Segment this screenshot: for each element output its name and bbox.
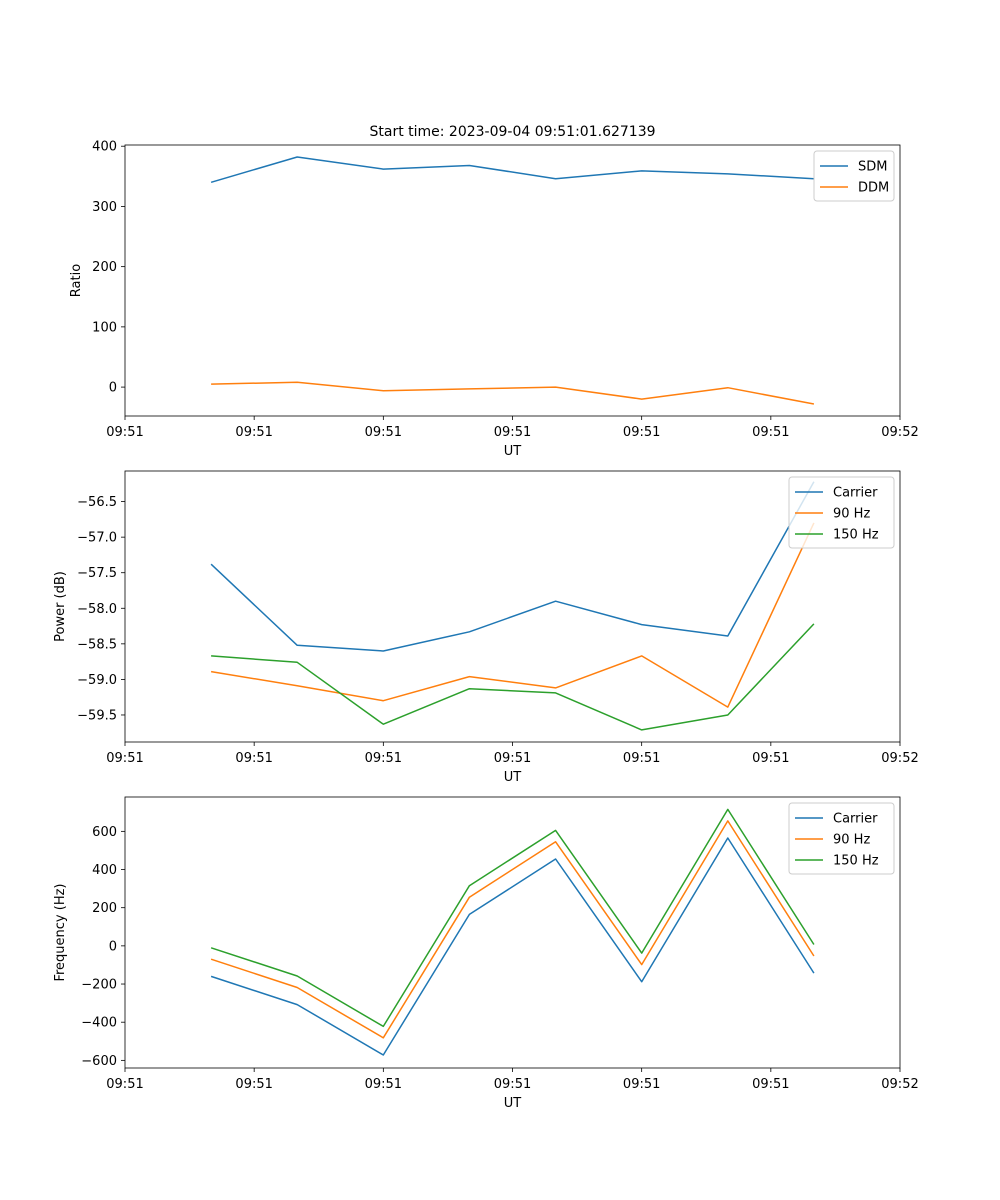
legend-label: 90 Hz (833, 833, 870, 848)
y-tick-label: 300 (92, 200, 117, 215)
series-line-150-hz (210, 808, 815, 1028)
panel-2: 09:51 09:51 09:51 09:51 09:51 09:51 09:52 −59.5… (53, 470, 919, 785)
y-tick-label: −58.0 (77, 602, 117, 617)
y-tick-label: 100 (92, 320, 117, 335)
legend-label: DDM (858, 181, 889, 196)
x-tick-label: 09:51 (235, 425, 272, 440)
legend-label: 150 Hz (833, 528, 879, 543)
y-tick-label: 0 (109, 939, 117, 954)
x-tick-label: 09:51 (752, 425, 789, 440)
legend-label: SDM (858, 160, 887, 175)
x-tick-label: 09:52 (881, 1077, 918, 1092)
figure-title: Start time: 2023-09-04 09:51:01.627139 (369, 124, 655, 140)
series-line-90-hz (210, 820, 815, 1039)
y-tick-label: 600 (92, 825, 117, 840)
panel-1: 09:51 09:51 09:51 09:51 09:51 09:51 09:52 0 100 2… (69, 140, 919, 459)
series-line-90-hz (210, 522, 815, 708)
legend-label: 150 Hz (833, 854, 879, 869)
y-tick-label: −600 (81, 1054, 117, 1069)
axes-frame (124, 796, 901, 1069)
x-axis-label: UT (504, 1096, 522, 1111)
y-axis-label: Ratio (69, 264, 84, 297)
x-tick-label: 09:51 (494, 751, 531, 766)
axes-frame (124, 144, 901, 417)
y-tick-label: 400 (92, 140, 117, 155)
legend-box (788, 802, 895, 875)
x-axis-label: UT (504, 444, 522, 459)
legend: SDM DDM (813, 150, 895, 202)
y-tick-label: −57.0 (77, 531, 117, 546)
legend-label: 90 Hz (833, 507, 870, 522)
y-tick-label: −56.5 (77, 495, 117, 510)
y-tick-label: −400 (81, 1016, 117, 1031)
series-line-carrier (210, 481, 815, 652)
x-tick-label: 09:51 (365, 425, 402, 440)
y-tick-label: −200 (81, 978, 117, 993)
legend-label: Carrier (833, 486, 878, 501)
legend: Carrier 90 Hz 150 Hz (788, 476, 895, 549)
x-tick-label: 09:52 (881, 425, 918, 440)
x-tick-label: 09:51 (752, 1077, 789, 1092)
series-line-150-hz (211, 623, 815, 731)
y-tick-label: −57.5 (77, 566, 117, 581)
y-axis-label: Frequency (Hz) (53, 883, 68, 981)
y-tick-label: −58.5 (77, 637, 117, 652)
series-line-carrier (210, 837, 815, 1056)
series-line-sdm (210, 156, 814, 184)
series-line-ddm (211, 381, 815, 405)
panel-3: 09:51 09:51 09:51 09:51 09:51 09:51 09:52 −600 −… (53, 796, 919, 1111)
x-tick-label: 09:51 (106, 425, 143, 440)
x-axis-label: UT (504, 770, 522, 785)
legend-box (788, 476, 895, 549)
x-tick-label: 09:51 (365, 1077, 402, 1092)
y-tick-label: 200 (92, 260, 117, 275)
y-axis-label: Power (dB) (53, 571, 68, 642)
legend-box (813, 150, 895, 202)
x-tick-label: 09:51 (623, 751, 660, 766)
x-tick-label: 09:51 (235, 751, 272, 766)
x-tick-label: 09:52 (881, 751, 918, 766)
x-tick-label: 09:51 (752, 751, 789, 766)
x-tick-label: 09:51 (106, 751, 143, 766)
x-tick-label: 09:51 (235, 1077, 272, 1092)
y-tick-label: −59.5 (77, 708, 117, 723)
x-tick-label: 09:51 (494, 425, 531, 440)
y-tick-label: 400 (92, 863, 117, 878)
legend: Carrier 90 Hz 150 Hz (788, 802, 895, 875)
x-tick-label: 09:51 (106, 1077, 143, 1092)
y-tick-label: 0 (109, 381, 117, 396)
x-tick-label: 09:51 (365, 751, 402, 766)
y-tick-label: −59.0 (77, 673, 117, 688)
axes-frame (124, 470, 901, 743)
x-tick-label: 09:51 (494, 1077, 531, 1092)
y-tick-label: 200 (92, 901, 117, 916)
x-tick-label: 09:51 (623, 1077, 660, 1092)
x-tick-label: 09:51 (623, 425, 660, 440)
legend-label: Carrier (833, 812, 878, 827)
